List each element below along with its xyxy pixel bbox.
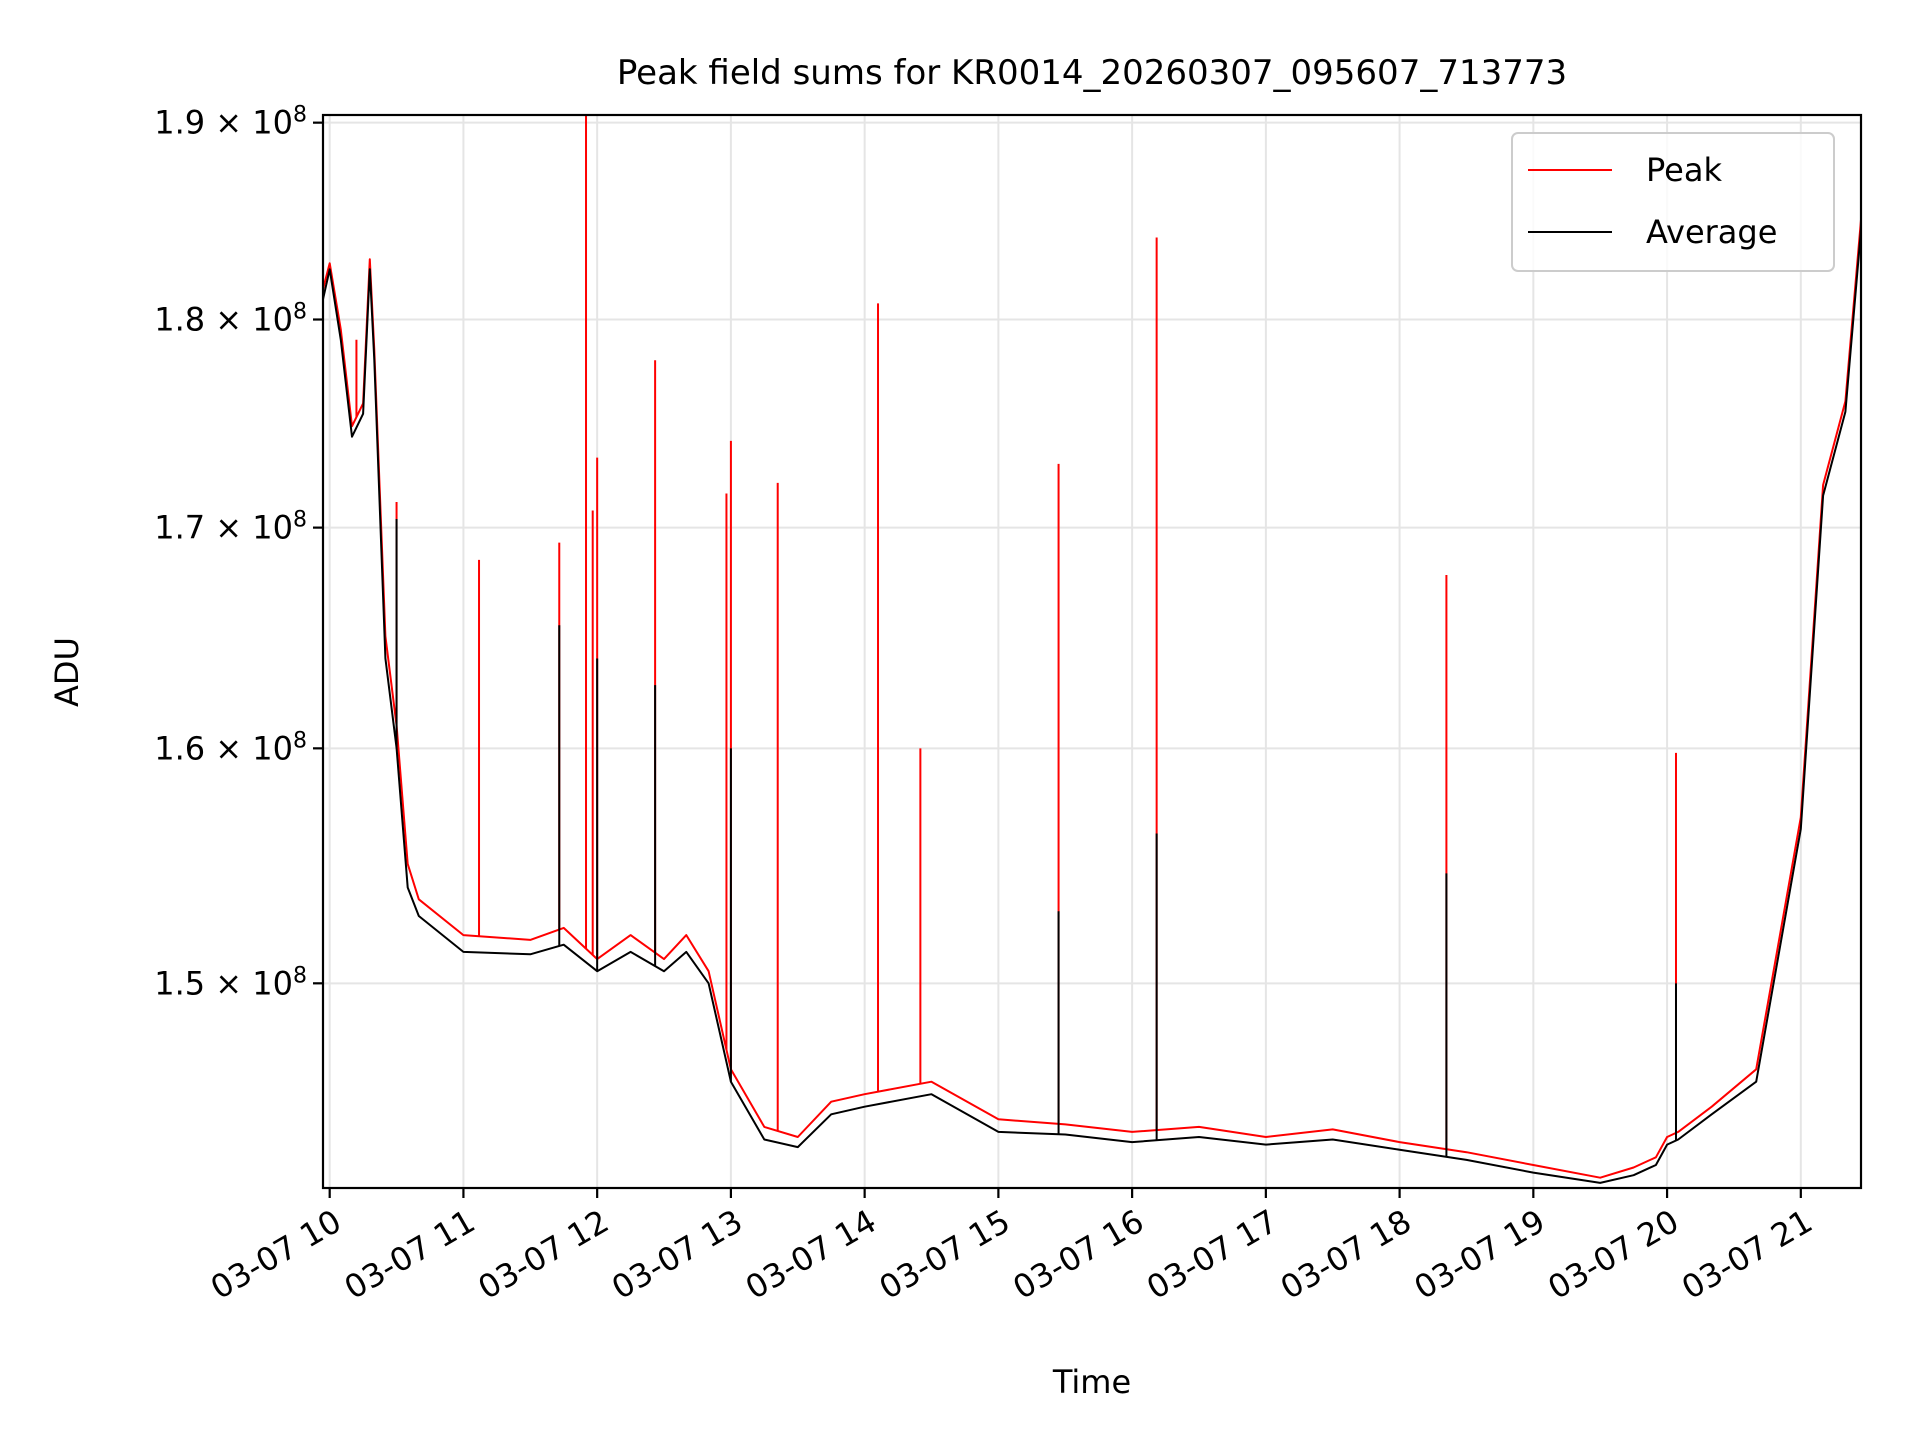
x-tick-label: 03-07 12: [472, 1202, 616, 1307]
grid-lines: [323, 115, 1861, 1188]
x-tick-label: 03-07 10: [204, 1202, 348, 1307]
x-tick-label: 03-07 15: [873, 1202, 1017, 1307]
peak-series-line: [322, 219, 1862, 1179]
x-tick-label: 03-07 13: [605, 1202, 749, 1307]
plot-frame: [321, 113, 1863, 1190]
x-tick-label: 03-07 19: [1408, 1202, 1552, 1307]
series-lines: [322, 115, 1862, 1184]
x-tick-label: 03-07 16: [1007, 1202, 1151, 1307]
legend: Peak Average: [1511, 132, 1835, 272]
x-axis-label: Time: [1052, 1363, 1131, 1401]
x-tick-label: 03-07 11: [338, 1202, 482, 1307]
x-tick-label: 03-07 21: [1675, 1202, 1819, 1307]
legend-label-average: Average: [1646, 213, 1777, 251]
legend-box: [1511, 132, 1835, 272]
y-axis-label: ADU: [48, 637, 86, 707]
average-series-line: [322, 229, 1862, 1184]
x-tick-label: 03-07 20: [1541, 1202, 1685, 1307]
y-tick-label: 1.8 × 108: [154, 300, 307, 339]
x-tick-label: 03-07 18: [1274, 1202, 1418, 1307]
legend-label-peak: Peak: [1646, 151, 1722, 189]
y-tick-label: 1.5 × 108: [154, 963, 307, 1002]
y-tick-label: 1.6 × 108: [154, 728, 307, 767]
y-tick-label: 1.7 × 108: [154, 508, 307, 547]
y-tick-label: 1.9 × 108: [154, 103, 307, 142]
chart-title: Peak field sums for KR0014_20260307_0956…: [617, 53, 1567, 93]
x-tick-label: 03-07 17: [1140, 1202, 1284, 1307]
x-tick-label: 03-07 14: [739, 1202, 883, 1307]
